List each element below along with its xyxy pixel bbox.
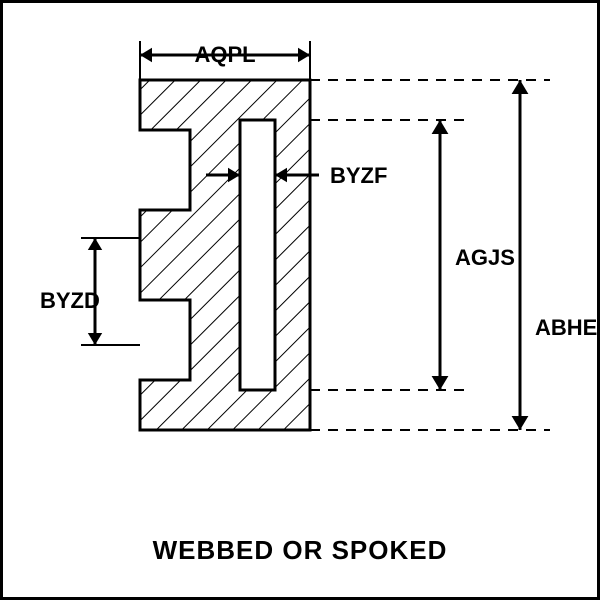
svg-text:AQPL: AQPL [194, 42, 255, 67]
svg-text:BYZF: BYZF [330, 163, 387, 188]
svg-text:BYZD: BYZD [40, 288, 100, 313]
caption: WEBBED OR SPOKED [0, 535, 600, 566]
engineering-diagram: AQPL BYZD BYZF AGJS ABHE [0, 0, 600, 600]
svg-text:AGJS: AGJS [455, 245, 515, 270]
svg-text:ABHE: ABHE [535, 315, 597, 340]
